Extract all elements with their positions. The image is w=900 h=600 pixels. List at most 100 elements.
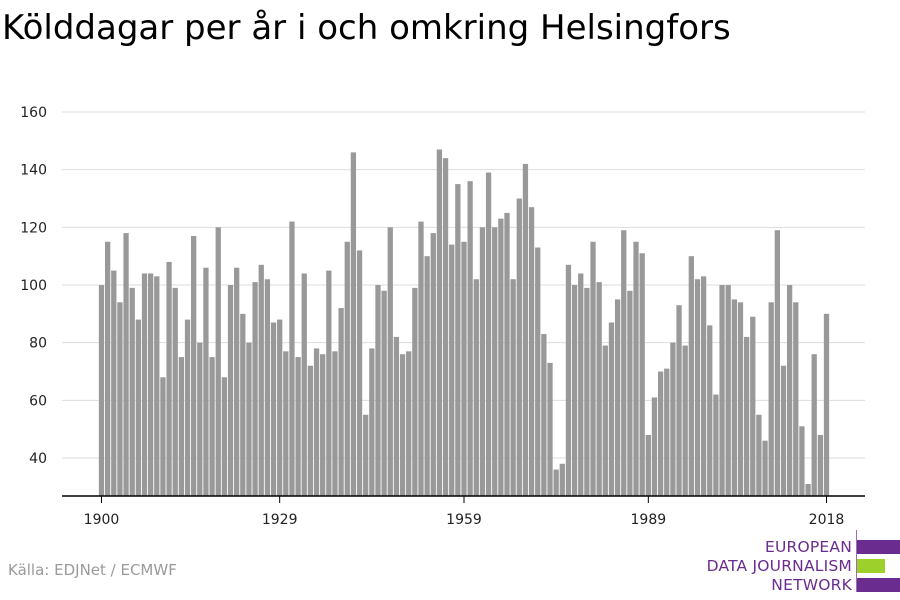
bar-1962 bbox=[479, 227, 486, 496]
chart-title: Kölddagar per år i och omkring Helsingfo… bbox=[2, 8, 731, 48]
bar-2005 bbox=[743, 336, 750, 496]
y-tick-label: 60 bbox=[29, 393, 47, 409]
bar-1959 bbox=[461, 241, 467, 496]
bar-2002 bbox=[725, 285, 731, 496]
bar-2008 bbox=[762, 440, 768, 496]
logo-line-1: EUROPEAN bbox=[764, 538, 852, 556]
bar-1910 bbox=[160, 377, 166, 496]
bar-1966 bbox=[504, 212, 510, 497]
bar-1927 bbox=[264, 279, 271, 496]
bar-1998 bbox=[700, 276, 707, 496]
bar-1940 bbox=[344, 241, 350, 496]
bar-1971 bbox=[535, 247, 541, 496]
edjnet-logo: EUROPEAN DATA JOURNALISM NETWORK bbox=[700, 530, 900, 594]
bar-1946 bbox=[381, 290, 387, 496]
bar-1995 bbox=[682, 345, 688, 496]
bar-1980 bbox=[590, 241, 596, 496]
bar-1957 bbox=[449, 244, 455, 496]
bar-1983 bbox=[608, 322, 615, 496]
bar-2007 bbox=[756, 414, 762, 496]
bar-1965 bbox=[498, 218, 504, 496]
bar-1936 bbox=[320, 354, 326, 496]
bar-1960 bbox=[467, 181, 473, 496]
bar-1903 bbox=[117, 302, 123, 496]
bar-chart: 40 60 80 100 120 140 160 1900 1929 1959 1989 2018 bbox=[20, 105, 865, 528]
bar-1918 bbox=[209, 357, 215, 496]
bar-1904 bbox=[123, 233, 129, 496]
bar-1916 bbox=[197, 342, 203, 496]
bar-1933 bbox=[301, 273, 307, 496]
bar-2012 bbox=[786, 285, 793, 496]
bar-1990 bbox=[651, 397, 658, 496]
bar-1929 bbox=[277, 319, 283, 496]
logo-bar-purple-bottom bbox=[857, 578, 900, 592]
logo-divider bbox=[856, 530, 857, 592]
bar-1915 bbox=[191, 235, 197, 497]
bar-1923 bbox=[240, 313, 246, 496]
logo-line-3: NETWORK bbox=[771, 576, 852, 594]
bar-1947 bbox=[387, 227, 393, 496]
bar-2001 bbox=[719, 285, 725, 496]
bar-1976 bbox=[565, 264, 572, 496]
bar-1985 bbox=[621, 230, 627, 496]
bar-1973 bbox=[547, 362, 553, 496]
y-tick-label: 160 bbox=[20, 105, 47, 121]
bar-1956 bbox=[442, 158, 449, 496]
bar-1926 bbox=[258, 264, 264, 496]
bar-1963 bbox=[485, 172, 492, 497]
bar-1948 bbox=[393, 336, 400, 496]
bar-1953 bbox=[424, 256, 430, 496]
x-tick-label: 1900 bbox=[84, 512, 120, 528]
bar-1982 bbox=[602, 345, 608, 496]
bar-1924 bbox=[246, 342, 252, 496]
bar-1955 bbox=[436, 149, 443, 497]
bar-1928 bbox=[270, 322, 277, 496]
bar-1949 bbox=[399, 354, 406, 496]
bar-1968 bbox=[516, 198, 522, 496]
bar-2000 bbox=[713, 394, 719, 496]
bar-2016 bbox=[811, 354, 817, 496]
y-tick-label: 80 bbox=[29, 336, 47, 352]
bar-2018 bbox=[823, 313, 830, 496]
bar-1979 bbox=[584, 287, 590, 496]
bar-1907 bbox=[141, 273, 148, 496]
source-note: Källa: EDJNet / ECMWF bbox=[8, 561, 177, 579]
y-tick-label: 140 bbox=[20, 163, 47, 179]
bar-1945 bbox=[375, 285, 381, 496]
y-tick-label: 100 bbox=[20, 278, 47, 294]
y-tick-label: 120 bbox=[20, 220, 47, 236]
bar-2006 bbox=[750, 316, 756, 496]
x-tick-label: 1959 bbox=[446, 512, 482, 528]
bar-2014 bbox=[799, 426, 805, 496]
bar-1934 bbox=[307, 365, 314, 496]
bar-2010 bbox=[774, 230, 780, 496]
logo-line-2: DATA JOURNALISM bbox=[706, 557, 852, 575]
bar-1975 bbox=[559, 463, 565, 496]
bar-2011 bbox=[780, 365, 787, 496]
bar-1912 bbox=[172, 287, 178, 496]
bar-1993 bbox=[670, 342, 676, 496]
bar-2009 bbox=[768, 302, 774, 496]
y-tick-label: 40 bbox=[29, 451, 47, 467]
bar-1997 bbox=[694, 279, 701, 496]
bar-1996 bbox=[688, 256, 694, 496]
logo-bar-purple-top bbox=[857, 540, 900, 554]
bar-1942 bbox=[356, 250, 363, 496]
bar-1961 bbox=[473, 279, 479, 496]
bar-1943 bbox=[363, 414, 369, 496]
bar-1944 bbox=[369, 348, 375, 496]
bar-1935 bbox=[313, 348, 320, 496]
x-tick-label: 1989 bbox=[631, 512, 667, 528]
bar-1974 bbox=[553, 469, 559, 496]
bar-1911 bbox=[166, 261, 172, 496]
bar-1900 bbox=[98, 285, 105, 496]
bar-1917 bbox=[203, 267, 209, 496]
bar-1984 bbox=[614, 299, 621, 496]
bar-1992 bbox=[664, 368, 670, 496]
bar-1939 bbox=[338, 308, 344, 496]
bar-1951 bbox=[412, 287, 418, 496]
bar-1925 bbox=[252, 282, 258, 496]
bar-1987 bbox=[633, 241, 639, 496]
bars bbox=[98, 149, 830, 497]
x-axis-ticks: 1900 1929 1959 1989 2018 bbox=[84, 496, 844, 528]
